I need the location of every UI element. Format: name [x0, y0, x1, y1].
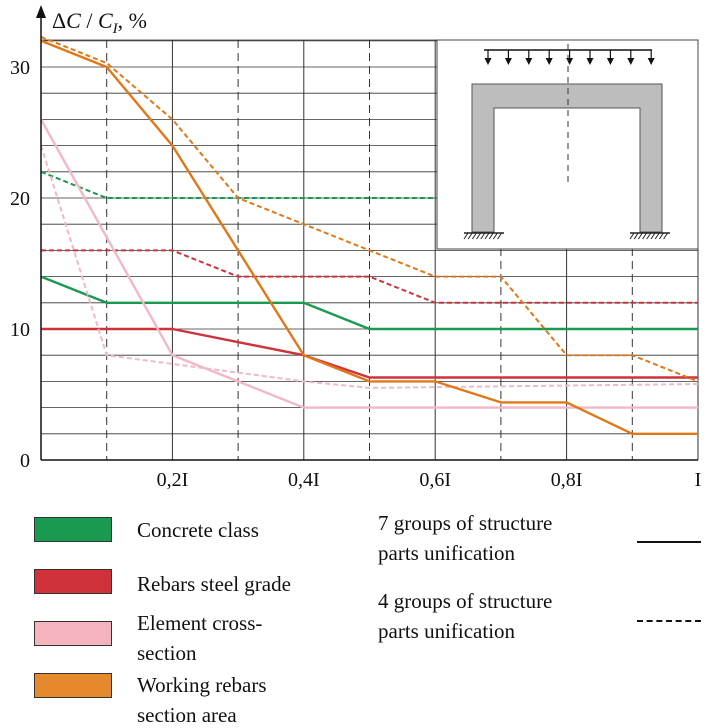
support-hatch	[642, 232, 648, 240]
support-hatch	[654, 232, 660, 240]
series-line-3	[41, 249, 698, 304]
series-line-0	[40, 275, 698, 331]
linestyle-label: parts unification	[378, 541, 516, 565]
linestyle-label: 7 groups of structure	[378, 511, 553, 535]
support-hatch	[488, 232, 494, 240]
support-hatch	[646, 232, 652, 240]
legend-swatch	[34, 673, 112, 698]
load-arrowhead	[586, 58, 594, 65]
legend-label: Rebars steel grade	[137, 572, 291, 596]
load-arrowhead	[525, 58, 533, 65]
support-hatches	[463, 232, 669, 240]
series-line-4	[39, 118, 698, 409]
support-hatch	[471, 232, 477, 240]
series-lines	[39, 35, 699, 435]
support-hatch	[637, 232, 643, 240]
y-tick-label: 10	[10, 319, 30, 341]
y-tick-label: 30	[10, 57, 30, 79]
support-hatch	[629, 232, 635, 240]
x-tick-label: 0,2I	[157, 469, 189, 491]
linestyle-label: parts unification	[378, 619, 516, 643]
load-arrowhead	[627, 58, 635, 65]
series-line-7	[40, 35, 699, 383]
dashed-line-sample	[637, 620, 701, 622]
load-arrowhead	[606, 58, 614, 65]
axes	[36, 5, 698, 461]
load-arrowhead	[647, 58, 655, 65]
support-hatch	[497, 232, 503, 240]
frame-schematic	[436, 39, 699, 250]
portal-frame	[471, 83, 663, 233]
support-hatch	[484, 232, 490, 240]
legend-label: Element cross-	[137, 611, 263, 635]
y-axis-arrow	[36, 5, 46, 18]
legend-label: section area	[137, 703, 237, 727]
y-tick-label: 0	[20, 450, 30, 472]
support-hatch	[658, 232, 664, 240]
solid-line-sample	[637, 541, 701, 543]
legend-label: section	[137, 641, 197, 665]
x-tick-label: 0,6I	[419, 469, 451, 491]
y-axis-label: ΔC / CI, %	[52, 8, 147, 37]
load-arrowhead	[504, 58, 512, 65]
series-line-1	[40, 170, 436, 199]
legend-swatch	[34, 621, 112, 646]
series-line-6	[40, 39, 698, 435]
legend-label: Working rebars	[137, 673, 267, 697]
y-tick-label: 20	[10, 188, 30, 210]
legend-label: Concrete class	[137, 518, 259, 542]
legend-swatch	[34, 517, 112, 542]
linestyle-label: 4 groups of structure	[378, 589, 553, 613]
x-tick-label: 0,8I	[551, 469, 583, 491]
support-hatch	[463, 232, 469, 240]
x-tick-label: I	[695, 469, 702, 491]
support-hatch	[663, 232, 669, 240]
support-hatch	[480, 232, 486, 240]
support-hatch	[492, 232, 498, 240]
series-line-5	[40, 145, 699, 389]
legend-swatch	[34, 569, 112, 594]
distributed-load-arrows	[484, 50, 655, 65]
tick-labels: 0 10 20 30 0,2I 0,4I 0,6I 0,8I I	[10, 57, 701, 491]
load-arrowhead	[545, 58, 553, 65]
support-hatch	[476, 232, 482, 240]
support-hatch	[650, 232, 656, 240]
support-hatch	[467, 232, 473, 240]
x-tick-label: 0,4I	[288, 469, 320, 491]
load-arrowhead	[484, 58, 492, 65]
support-hatch	[633, 232, 639, 240]
